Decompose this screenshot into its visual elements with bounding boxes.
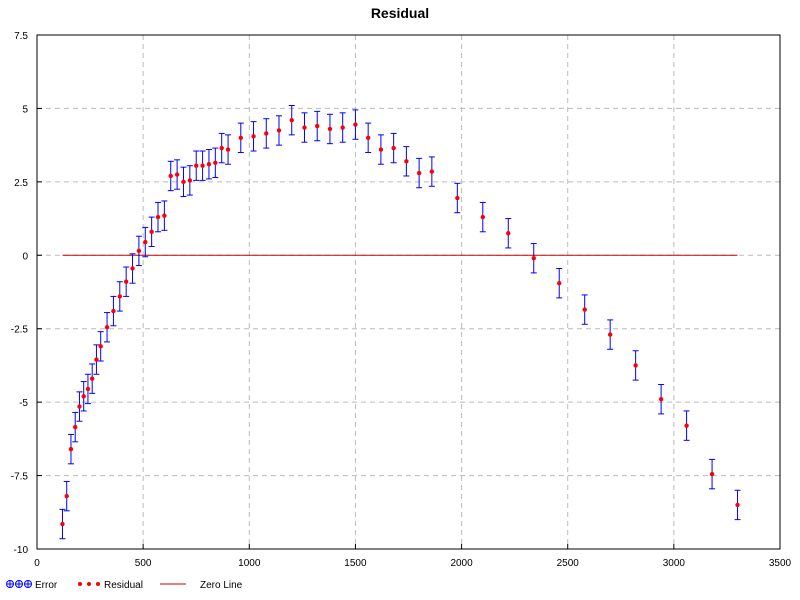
residual-point (111, 308, 116, 314)
residual-point (709, 471, 715, 477)
residual-point (365, 135, 371, 140)
residual-point (238, 135, 243, 140)
x-tick-label: 2500 (557, 558, 580, 569)
residual-point (557, 280, 562, 286)
residual-point (117, 294, 122, 299)
y-tick-label: 5 (22, 104, 28, 115)
residual-point (276, 128, 282, 133)
residual-point (68, 446, 74, 452)
residual-point (73, 424, 78, 430)
residual-point (302, 125, 307, 130)
residual-point (181, 179, 186, 185)
error-bars (59, 104, 741, 540)
x-axis: 0 500 1000 1500 2000 2500 3000 3500 (34, 544, 792, 569)
residual-point (251, 134, 256, 139)
residual-point (77, 404, 82, 409)
residual-point (378, 147, 384, 152)
residual-point (455, 195, 460, 201)
residual-point (315, 123, 320, 129)
residual-point (607, 332, 613, 337)
legend: Error Residual Zero Line (6, 580, 243, 591)
y-tick-label: -10 (14, 545, 29, 556)
legend-residual-dot (78, 582, 82, 586)
residual-point (162, 213, 167, 218)
residual-point (206, 162, 212, 167)
residual-point (81, 394, 86, 399)
x-tick-label: 0 (34, 558, 40, 569)
x-tick-label: 1000 (238, 558, 261, 569)
residual-point (200, 163, 205, 168)
x-tick-label: 2000 (450, 558, 473, 569)
legend-label-zero-line: Zero Line (200, 580, 243, 591)
residual-point (85, 386, 91, 392)
x-tick-label: 3000 (663, 558, 686, 569)
residual-point (658, 397, 664, 402)
legend-label-error: Error (35, 580, 58, 591)
residual-point (225, 147, 231, 152)
y-tick-label: 0 (22, 251, 28, 262)
residual-point (353, 122, 358, 127)
x-tick-label: 1500 (344, 558, 367, 569)
x-tick-label: 3500 (769, 558, 792, 569)
legend-residual-dot (87, 582, 91, 586)
residual-point (174, 172, 180, 177)
residual-point (264, 131, 269, 136)
y-axis: -10 -7.5 -5 -2.5 0 2.5 5 7.5 (11, 31, 42, 556)
residual-point (94, 357, 99, 362)
residual-point (391, 145, 396, 151)
residual-point (327, 126, 333, 132)
y-tick-label: 7.5 (14, 31, 28, 42)
residual-point (123, 279, 129, 284)
chart-title: Residual (371, 5, 429, 21)
residual-point (735, 502, 740, 508)
residual-point (429, 169, 435, 174)
grid (37, 35, 780, 549)
residual-point (143, 239, 148, 245)
residual-points (60, 117, 740, 527)
x-tick-label: 500 (135, 558, 152, 569)
residual-point (168, 173, 173, 179)
residual-point (89, 376, 95, 381)
residual-point (149, 229, 154, 234)
residual-point (506, 231, 511, 236)
legend-residual-dot (96, 582, 100, 586)
legend-label-residual: Residual (104, 580, 143, 591)
y-tick-label: -2.5 (11, 325, 29, 336)
residual-point (104, 325, 110, 330)
residual-point (633, 363, 638, 368)
residual-point (416, 170, 422, 176)
residual-point (340, 125, 345, 130)
residual-point (404, 159, 409, 164)
residual-point (480, 214, 485, 220)
residual-point (213, 160, 218, 165)
plot-area (36, 34, 781, 550)
residual-point (136, 248, 142, 254)
residual-point (219, 145, 224, 151)
residual-point (684, 423, 689, 428)
residual-point (130, 266, 135, 271)
residual-point (64, 493, 69, 499)
residual-point (531, 256, 536, 261)
y-tick-label: -7.5 (11, 472, 29, 483)
residual-point (289, 117, 294, 123)
residual-point (194, 163, 199, 168)
y-tick-label: -5 (19, 398, 28, 409)
residual-point (187, 178, 193, 183)
y-tick-label: 2.5 (14, 178, 28, 189)
residual-point (155, 214, 161, 220)
residual-point (98, 344, 103, 349)
residual-point (60, 521, 65, 527)
residual-point (582, 307, 587, 312)
